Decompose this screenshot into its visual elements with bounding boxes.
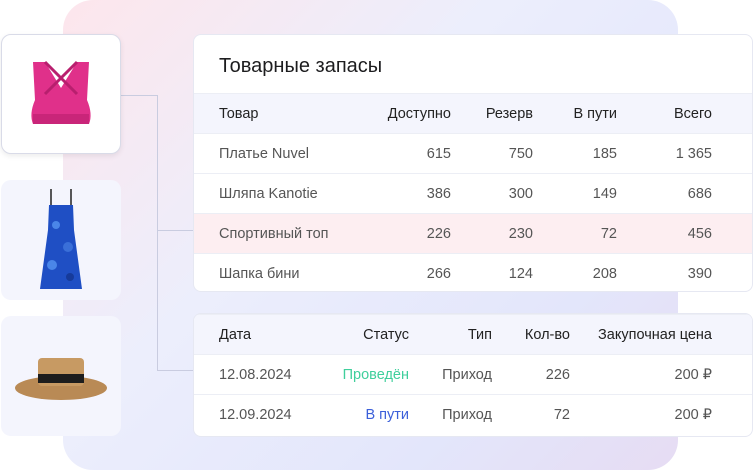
table-row-cell: 230 [508,225,533,242]
table-row-cell: 72 [553,406,570,423]
table-header-cell: Дата [219,326,252,343]
product-card-hat[interactable] [1,316,121,436]
table-row-cell: 200 ₽ [674,406,712,423]
table-row-cell: Шляпа Kanotie [219,185,318,202]
hat-image [15,358,107,400]
table-row-cell: Шапка бини [219,265,300,282]
table-row-cell: Спортивный топ [219,225,329,242]
table-row-cell: 208 [592,265,617,282]
table-header: Дата Статус Тип Кол-во Закупочная цена [194,314,752,354]
table-row-cell: 226 [545,366,570,383]
table-row[interactable]: 12.08.2024 Проведён Приход 226 200 ₽ [194,354,752,394]
product-card-sports-top[interactable] [1,34,121,154]
table-header-cell: Доступно [387,105,451,122]
table-row-cell: В пути [365,406,409,423]
table-row-cell: 149 [592,185,617,202]
table-row-cell: 615 [426,145,451,162]
table-header-cell: Кол-во [524,326,570,343]
movements-table-panel: Дата Статус Тип Кол-во Закупочная цена 12.08.… [193,313,753,437]
table-row-cell: 72 [600,225,617,242]
table-row-cell: 686 [687,185,712,202]
table-row-cell: 266 [426,265,451,282]
connector-line [157,95,158,371]
table-row[interactable]: Шляпа Kanotie 386 300 149 686 [194,173,752,213]
table-row-cell: 386 [426,185,451,202]
table-row-cell: 750 [508,145,533,162]
table-row[interactable]: 12.09.2024 В пути Приход 72 200 ₽ [194,394,752,434]
table-row-cell: 185 [592,145,617,162]
product-card-dress[interactable] [1,180,121,300]
table-row-cell: 12.09.2024 [219,406,292,423]
table-row-cell: Приход [442,406,492,423]
table-row-cell: Платье Nuvel [219,145,309,162]
table-row-cell: 390 [687,265,712,282]
stock-table-panel: Товарные запасы Товар Доступно Резерв В пут… [193,34,753,292]
table-row[interactable]: Платье Nuvel 615 750 185 1 365 [194,133,752,173]
connector-line [157,230,193,231]
table-row-cell: 12.08.2024 [219,366,292,383]
table-row-cell: 226 [426,225,451,242]
table-row-cell: 1 365 [675,145,712,162]
table-row-cell: 200 ₽ [674,366,712,383]
sports-top-image [31,60,91,124]
table-header-cell: Тип [467,326,492,343]
table-header: Товар Доступно Резерв В пути Всего [194,93,752,133]
table-row-cell: Приход [442,366,492,383]
table-row[interactable]: Шапка бини 266 124 208 390 [194,253,752,291]
connector-line [157,370,193,371]
table-row-cell: 456 [687,225,712,242]
table-header-cell: Закупочная цена [598,326,712,343]
table-header-cell: Статус [363,326,409,343]
table-header-cell: Товар [219,105,259,122]
table-header-cell: Всего [673,105,712,122]
table-row-cell: Проведён [342,366,409,383]
table-header-cell: В пути [573,105,617,122]
dress-image [40,189,82,289]
connector-line [121,95,158,96]
table-row-cell: 124 [508,265,533,282]
table-row[interactable]: Спортивный топ 226 230 72 456 [194,213,752,253]
table-header-cell: Резерв [485,105,533,122]
table-row-cell: 300 [508,185,533,202]
stock-title: Товарные запасы [219,55,383,77]
